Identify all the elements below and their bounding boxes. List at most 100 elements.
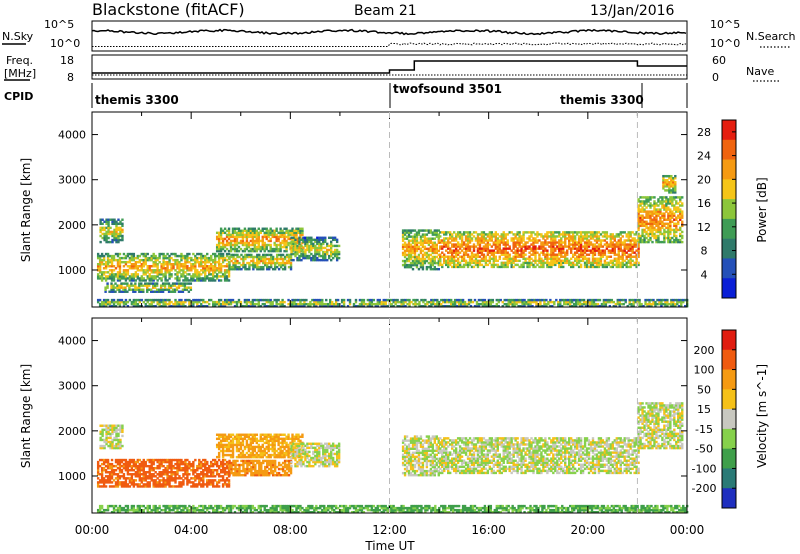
echo-cell [569, 237, 573, 240]
echo-cell [332, 302, 336, 306]
echo-cell [263, 227, 266, 230]
echo-cell [437, 233, 440, 236]
echo-cell [423, 247, 427, 251]
echo-cell [466, 243, 470, 246]
echo-cell [419, 251, 423, 255]
echo-cell [153, 290, 157, 293]
echo-cell [643, 196, 646, 199]
echo-cell [333, 244, 337, 248]
echo-cell [516, 237, 519, 240]
echo-cell [560, 237, 563, 240]
echo-cell [204, 265, 207, 268]
echo-cell [150, 288, 153, 291]
echo-cell [177, 284, 181, 287]
echo-cell [476, 241, 480, 244]
echo-cell [273, 229, 276, 233]
echo-cell [335, 254, 339, 258]
echo-cell [142, 464, 145, 468]
echo-cell [617, 239, 620, 242]
echo-cell [245, 241, 249, 245]
echo-cell [630, 304, 633, 308]
echo-cell [166, 267, 169, 270]
echo-cell [170, 256, 173, 260]
echo-cell [146, 485, 149, 488]
cpid-label: CPID [4, 90, 33, 103]
echo-cell [421, 233, 425, 236]
echo-cell [579, 253, 583, 256]
echo-cell [514, 233, 517, 236]
echo-cell [245, 243, 249, 247]
echo-cell [206, 277, 209, 280]
echo-cell [96, 262, 100, 266]
echo-cell [565, 300, 568, 304]
echo-cell [302, 252, 305, 256]
echo-cell [269, 237, 272, 241]
echo-cell [480, 257, 484, 261]
echo-cell [255, 247, 259, 251]
echo-cell [144, 302, 147, 306]
echo-cell [464, 247, 468, 250]
echo-cell [166, 269, 169, 272]
echo-cell [111, 446, 114, 450]
echo-cell [673, 238, 676, 242]
echo-cell [583, 249, 587, 252]
echo-cell [637, 212, 640, 215]
echo-cell [476, 233, 480, 236]
echo-cell [516, 241, 519, 244]
echo-cell [552, 261, 555, 265]
echo-cell [160, 269, 163, 272]
echo-cell [486, 259, 490, 263]
tick-nave-right-top: 60 [712, 54, 726, 67]
echo-cell [174, 269, 177, 272]
echo-cell [109, 240, 112, 244]
echo-cell [251, 304, 255, 308]
echo-cell [595, 235, 599, 238]
echo-cell [651, 232, 654, 236]
echo-cell [182, 279, 185, 282]
echo-cell [602, 300, 606, 304]
echo-cell [514, 241, 517, 244]
echo-cell [402, 304, 405, 308]
echo-cell [96, 298, 100, 302]
echo-cell [115, 226, 118, 230]
echo-cell [510, 257, 513, 261]
echo-cell [99, 218, 102, 221]
echo-cell [99, 438, 102, 442]
echo-cell [462, 263, 466, 267]
echo-cell [587, 265, 591, 269]
echo-cell [283, 227, 286, 230]
echo-cell [120, 290, 123, 293]
echo-cell [615, 241, 618, 244]
echo-cell [595, 261, 599, 265]
echo-cell [672, 300, 675, 304]
echo-cell [376, 298, 379, 302]
echo-cell [664, 174, 667, 178]
echo-cell [281, 263, 285, 267]
echo-cell [285, 245, 288, 249]
echo-cell [441, 247, 444, 250]
echo-cell [417, 229, 421, 232]
echo-cell [598, 298, 602, 302]
echo-cell [674, 191, 677, 194]
echo-cell [472, 247, 476, 250]
echo-cell [277, 263, 281, 267]
echo-cell [653, 208, 656, 211]
echo-cell [663, 206, 666, 209]
echo-cell [510, 237, 513, 240]
echo-cell [677, 240, 680, 244]
echo-cell [270, 261, 273, 265]
echo-cell [188, 260, 191, 264]
echo-cell [164, 458, 167, 462]
echo-cell [605, 247, 609, 250]
echo-cell [488, 255, 492, 258]
echo-cell [322, 252, 325, 256]
echo-cell [653, 236, 656, 240]
echo-cell [113, 220, 116, 223]
echo-cell [579, 245, 583, 248]
echo-cell [488, 237, 492, 240]
echo-cell [558, 247, 561, 250]
echo-cell [667, 212, 670, 215]
echo-cell [268, 253, 271, 257]
echo-cell [409, 247, 413, 251]
echo-cell [532, 237, 535, 240]
